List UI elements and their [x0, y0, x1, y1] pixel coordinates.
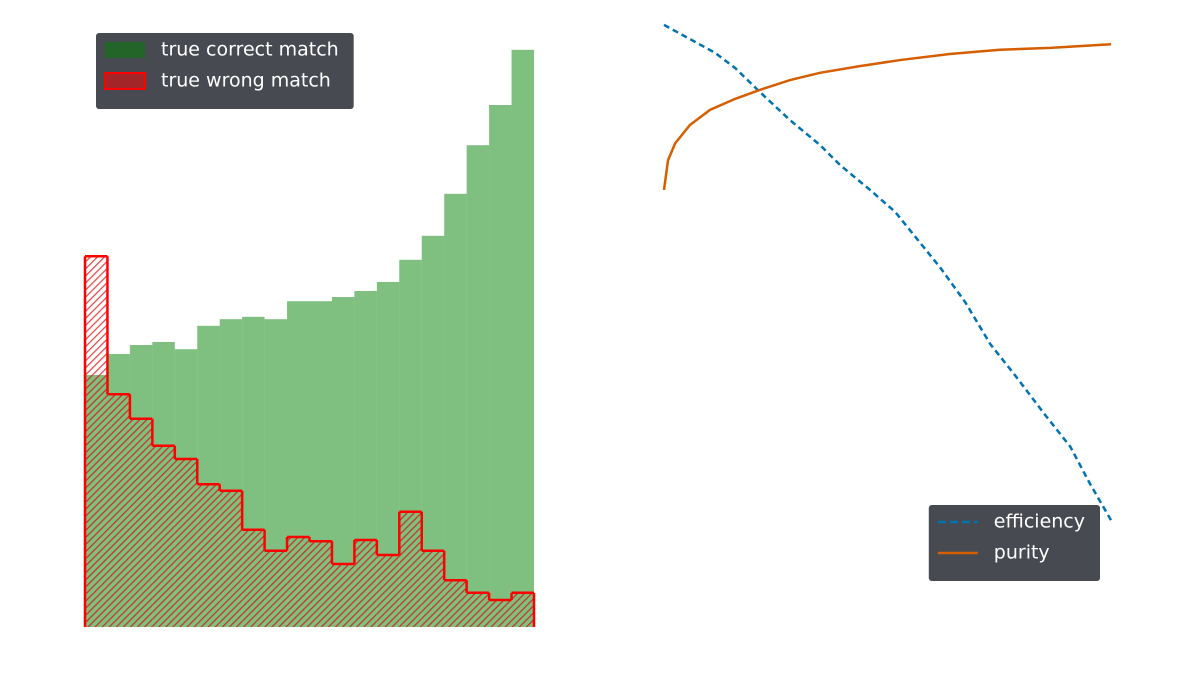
- histogram-bar: [129, 418, 153, 627]
- histogram-bar: [219, 490, 243, 627]
- line-series: [662, 43, 1112, 191]
- legend-label: true wrong match: [161, 70, 331, 92]
- legend-box: [96, 33, 354, 109]
- histogram-bar: [489, 105, 512, 627]
- histogram-bar: [466, 145, 490, 627]
- histogram-bar: [197, 484, 220, 627]
- histogram-bar: [399, 511, 422, 627]
- histogram-bar: [511, 49, 534, 628]
- line-series: [663, 23, 1113, 521]
- histogram-bar: [242, 529, 265, 627]
- legend-label: purity: [994, 542, 1050, 564]
- legend-label: true correct match: [161, 39, 339, 61]
- histogram-bar: [264, 550, 288, 627]
- histogram-bar: [376, 555, 400, 627]
- histogram-bar: [107, 394, 130, 627]
- histogram-bar: [174, 459, 198, 627]
- histogram-bar: [444, 580, 467, 627]
- histogram-bar: [331, 564, 355, 627]
- histogram-bar: [421, 550, 445, 627]
- histogram-bar: [421, 235, 445, 628]
- histogram-bar: [354, 540, 377, 627]
- legend-box: [928, 505, 1100, 581]
- histogram-bar: [466, 592, 490, 627]
- histogram-bar: [287, 537, 310, 627]
- histogram-bar: [489, 600, 512, 627]
- legend-swatch: [105, 42, 145, 58]
- histogram-bar: [331, 297, 355, 627]
- legend: true correct match true wrong match: [96, 33, 354, 109]
- histogram-bar: [309, 541, 332, 627]
- histogram-bar: [444, 193, 467, 628]
- histogram-bar: [85, 256, 108, 627]
- histogram-bar: [152, 445, 175, 627]
- legend-label: efficiency: [994, 511, 1085, 533]
- histogram-bar: [376, 282, 400, 627]
- histogram-bar: [511, 592, 534, 627]
- legend: efficiency purity: [928, 505, 1100, 581]
- legend-swatch: [104, 72, 146, 90]
